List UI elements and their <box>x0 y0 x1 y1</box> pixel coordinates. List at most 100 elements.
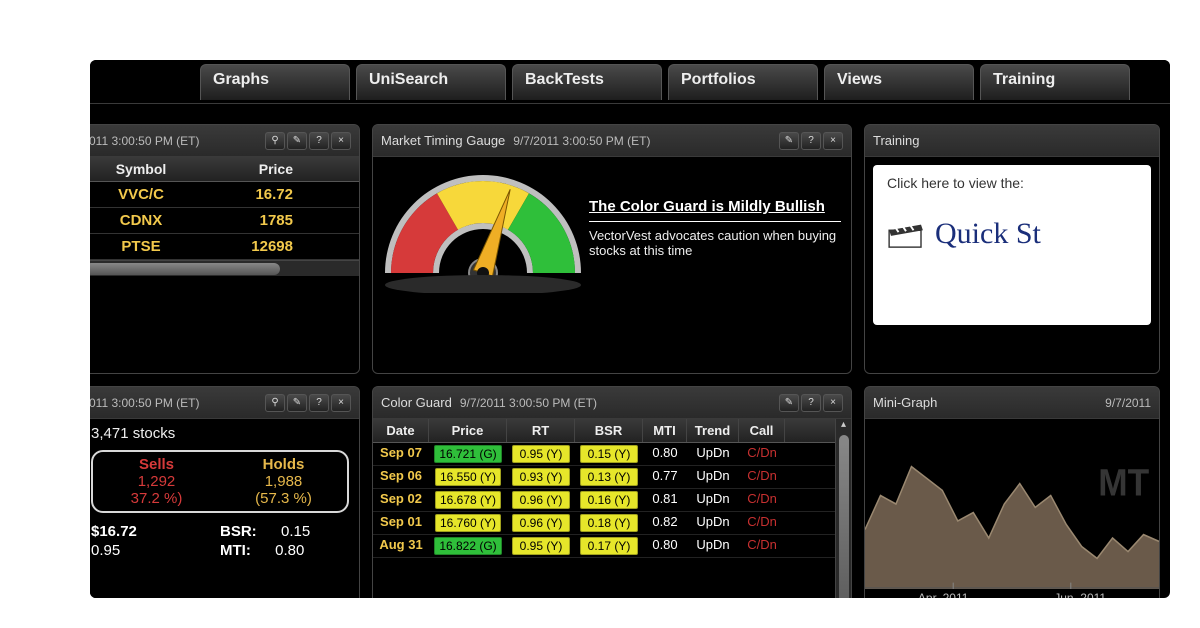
gauge-text: The Color Guard is Mildly Bullish Vector… <box>583 198 841 258</box>
table-row[interactable]: PTSE12698 <box>90 234 359 260</box>
gauge-headline: The Color Guard is Mildly Bullish <box>589 198 841 215</box>
sells-col: Sells 1,292 37.2 %) <box>93 456 220 507</box>
svg-text:MT: MT <box>1098 461 1149 504</box>
gauge-divider <box>589 221 841 222</box>
tab-unisearch[interactable]: UniSearch <box>356 64 506 100</box>
tab-backtests[interactable]: BackTests <box>512 64 662 100</box>
sells-holds-box: Sells 1,292 37.2 %) Holds 1,988 (57.3 %) <box>91 450 349 513</box>
help-icon[interactable]: ? <box>309 132 329 150</box>
sells-pct: 37.2 %) <box>93 490 220 507</box>
market-panel-icons: ⚲ ✎ ? × <box>265 394 351 412</box>
table-row[interactable]: Sep 0716.721 (G)0.95 (Y)0.15 (Y)0.80UpDn… <box>373 443 835 466</box>
symbol-panel-icons: ⚲ ✎ ? × <box>265 132 351 150</box>
tab-graphs[interactable]: Graphs <box>200 64 350 100</box>
symbol-panel: 011 3:00:50 PM (ET) ⚲ ✎ ? × Symbol Price… <box>90 124 360 374</box>
symbol-rows: VVC/C16.72CDNX1785PTSE12698 <box>90 182 359 260</box>
colorguard-table: Date Price RT BSR MTI Trend Call Sep 071… <box>373 419 835 558</box>
market-panel: 011 3:00:50 PM (ET) ⚲ ✎ ? × 3,471 stocks… <box>90 386 360 598</box>
table-row[interactable]: Sep 0216.678 (Y)0.96 (Y)0.16 (Y)0.81UpDn… <box>373 489 835 512</box>
table-row[interactable]: VVC/C16.72 <box>90 182 359 208</box>
price-col-header: Price <box>201 157 301 181</box>
close-icon[interactable]: × <box>823 132 843 150</box>
app-window: Graphs UniSearch BackTests Portfolios Vi… <box>90 60 1170 598</box>
tab-portfolios[interactable]: Portfolios <box>668 64 818 100</box>
training-panel-title: Training <box>873 133 919 148</box>
minigraph-timestamp: 9/7/2011 <box>1105 396 1151 410</box>
gauge-visual <box>383 163 583 293</box>
gauge-panel-timestamp: 9/7/2011 3:00:50 PM (ET) <box>513 134 650 148</box>
search-icon[interactable]: ⚲ <box>265 132 285 150</box>
tab-training[interactable]: Training <box>980 64 1130 100</box>
sells-count: 1,292 <box>93 473 220 490</box>
symbol-scrollbar[interactable] <box>90 260 359 276</box>
edit-icon[interactable]: ✎ <box>779 394 799 412</box>
gauge-panel: Market Timing Gauge 9/7/2011 3:00:50 PM … <box>372 124 852 374</box>
edit-icon[interactable]: ✎ <box>779 132 799 150</box>
minigraph-panel: Mini-Graph 9/7/2011 MT Apr, 2011 Jun, 20… <box>864 386 1160 598</box>
edit-icon[interactable]: ✎ <box>287 394 307 412</box>
gauge-panel-body: The Color Guard is Mildly Bullish Vector… <box>373 157 851 373</box>
gauge-subtext: VectorVest advocates caution when buying… <box>589 228 841 258</box>
close-icon[interactable]: × <box>331 394 351 412</box>
colorguard-panel: Color Guard 9/7/2011 3:00:50 PM (ET) ✎ ?… <box>372 386 852 598</box>
table-row[interactable]: Sep 0116.760 (Y)0.96 (Y)0.18 (Y)0.82UpDn… <box>373 512 835 535</box>
close-icon[interactable]: × <box>331 132 351 150</box>
cg-col-rt: RT <box>507 419 575 442</box>
minigraph-body: MT Apr, 2011 Jun, 2011 <box>865 419 1159 598</box>
symbol-table-header: Symbol Price <box>90 157 359 182</box>
colorguard-panel-header: Color Guard 9/7/2011 3:00:50 PM (ET) ✎ ?… <box>373 387 851 419</box>
stat-mti-v: 0.80 <box>275 542 304 559</box>
holds-label: Holds <box>220 456 347 473</box>
cg-col-price: Price <box>429 419 507 442</box>
help-icon[interactable]: ? <box>801 132 821 150</box>
colorguard-header-row: Date Price RT BSR MTI Trend Call <box>373 419 835 443</box>
training-line1: Click here to view the: <box>887 175 1137 191</box>
clapperboard-icon <box>887 219 925 249</box>
market-headline: 3,471 stocks <box>90 419 359 450</box>
colorguard-rows: Sep 0716.721 (G)0.95 (Y)0.15 (Y)0.80UpDn… <box>373 443 835 558</box>
minigraph-xlabel-0: Apr, 2011 <box>918 591 968 598</box>
table-row[interactable]: Aug 3116.822 (G)0.95 (Y)0.17 (Y)0.80UpDn… <box>373 535 835 558</box>
stat-bsr-v: 0.15 <box>281 523 310 540</box>
gauge-panel-icons: ✎ ? × <box>779 132 843 150</box>
help-icon[interactable]: ? <box>309 394 329 412</box>
symbol-col-header: Symbol <box>90 157 201 181</box>
panels-grid: 011 3:00:50 PM (ET) ⚲ ✎ ? × Symbol Price… <box>90 104 1160 598</box>
training-card[interactable]: Click here to view the: Quick St <box>873 165 1151 325</box>
colorguard-title: Color Guard <box>381 395 452 410</box>
market-stats: $16.72 0.95 BSR: 0.15 MTI: 0.80 <box>90 519 359 563</box>
sells-label: Sells <box>93 456 220 473</box>
holds-count: 1,988 <box>220 473 347 490</box>
stat-mti-k: MTI: <box>220 542 251 559</box>
close-icon[interactable]: × <box>823 394 843 412</box>
stat-price: $16.72 <box>91 523 137 540</box>
market-panel-timestamp: 011 3:00:50 PM (ET) <box>90 396 200 410</box>
symbol-panel-body: Symbol Price VVC/C16.72CDNX1785PTSE12698 <box>90 157 359 373</box>
colorguard-scrollbar-v[interactable]: ▴ ▾ <box>835 419 851 598</box>
table-row[interactable]: Sep 0616.550 (Y)0.93 (Y)0.13 (Y)0.77UpDn… <box>373 466 835 489</box>
colorguard-timestamp: 9/7/2011 3:00:50 PM (ET) <box>460 396 597 410</box>
gauge-panel-header: Market Timing Gauge 9/7/2011 3:00:50 PM … <box>373 125 851 157</box>
market-panel-header: 011 3:00:50 PM (ET) ⚲ ✎ ? × <box>90 387 359 419</box>
holds-col: Holds 1,988 (57.3 %) <box>220 456 347 507</box>
cg-col-call: Call <box>739 419 785 442</box>
cg-col-date: Date <box>373 419 429 442</box>
minigraph-title: Mini-Graph <box>873 395 937 410</box>
training-panel-body: Click here to view the: Quick St <box>865 157 1159 373</box>
help-icon[interactable]: ? <box>801 394 821 412</box>
cg-col-mti: MTI <box>643 419 687 442</box>
table-row[interactable]: CDNX1785 <box>90 208 359 234</box>
tab-bar: Graphs UniSearch BackTests Portfolios Vi… <box>90 60 1170 104</box>
training-big-text: Quick St <box>935 217 1041 251</box>
holds-pct: (57.3 %) <box>220 490 347 507</box>
scroll-up-icon[interactable]: ▴ <box>836 419 851 433</box>
colorguard-body: Date Price RT BSR MTI Trend Call Sep 071… <box>373 419 851 598</box>
cg-col-trend: Trend <box>687 419 739 442</box>
market-panel-body: 3,471 stocks Sells 1,292 37.2 %) Holds 1… <box>90 419 359 598</box>
edit-icon[interactable]: ✎ <box>287 132 307 150</box>
cg-col-bsr: BSR <box>575 419 643 442</box>
training-panel-header: Training <box>865 125 1159 157</box>
search-icon[interactable]: ⚲ <box>265 394 285 412</box>
minigraph-x-labels: Apr, 2011 Jun, 2011 <box>865 589 1159 598</box>
tab-views[interactable]: Views <box>824 64 974 100</box>
